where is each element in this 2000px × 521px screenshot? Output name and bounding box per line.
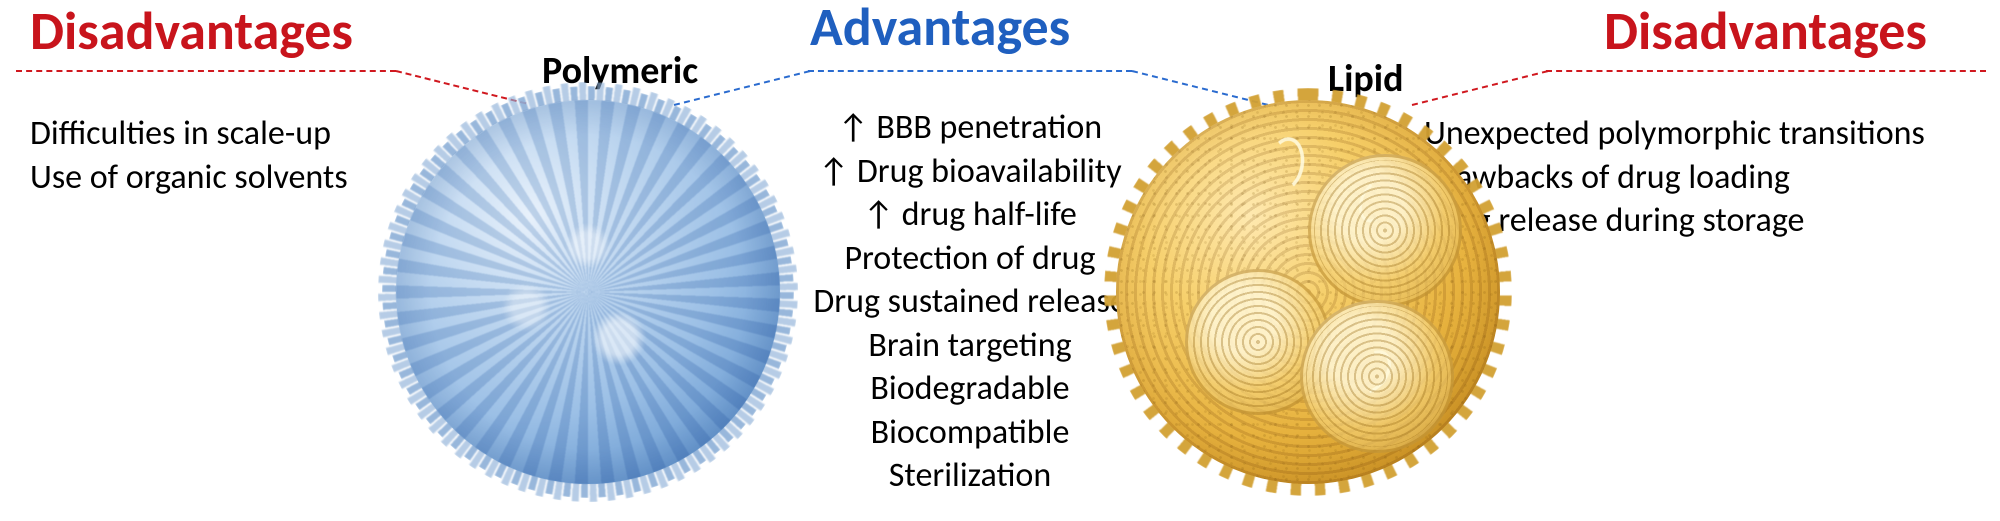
lipid-vesicle-icon xyxy=(1308,154,1462,308)
list-item: Biodegradable xyxy=(770,367,1170,411)
heading-disadvantages-left: Disadvantages xyxy=(30,4,353,58)
list-item: Sterilization xyxy=(770,454,1170,498)
heading-disadvantages-right: Disadvantages xyxy=(1604,4,1927,58)
heading-advantages: Advantages xyxy=(810,0,1070,54)
list-item: Drawbacks of drug loading xyxy=(1424,156,1994,200)
list-item: Unexpected polymorphic transitions xyxy=(1424,112,1994,156)
connector-right-horizontal xyxy=(1546,70,1986,72)
particle-lipid xyxy=(1116,100,1500,484)
list-right-disadvantages: Unexpected polymorphic transitionsDrawba… xyxy=(1424,112,1994,243)
connector-left-horizontal xyxy=(16,70,396,72)
polymeric-core-icon xyxy=(396,100,780,484)
list-item: ↑ BBB penetration xyxy=(770,106,1170,150)
list-item: Biocompatible xyxy=(770,411,1170,455)
list-item: ↑ drug half-life xyxy=(770,193,1170,237)
list-item: Drug release during storage xyxy=(1424,199,1994,243)
lipid-vesicle-icon xyxy=(1300,300,1454,454)
particle-polymeric xyxy=(396,100,780,484)
connector-right-diagonal xyxy=(1412,70,1548,106)
lipid-core-icon xyxy=(1116,100,1500,484)
list-item: ↑ Drug bioavailability xyxy=(770,150,1170,194)
connector-center-horizontal xyxy=(808,70,1132,72)
